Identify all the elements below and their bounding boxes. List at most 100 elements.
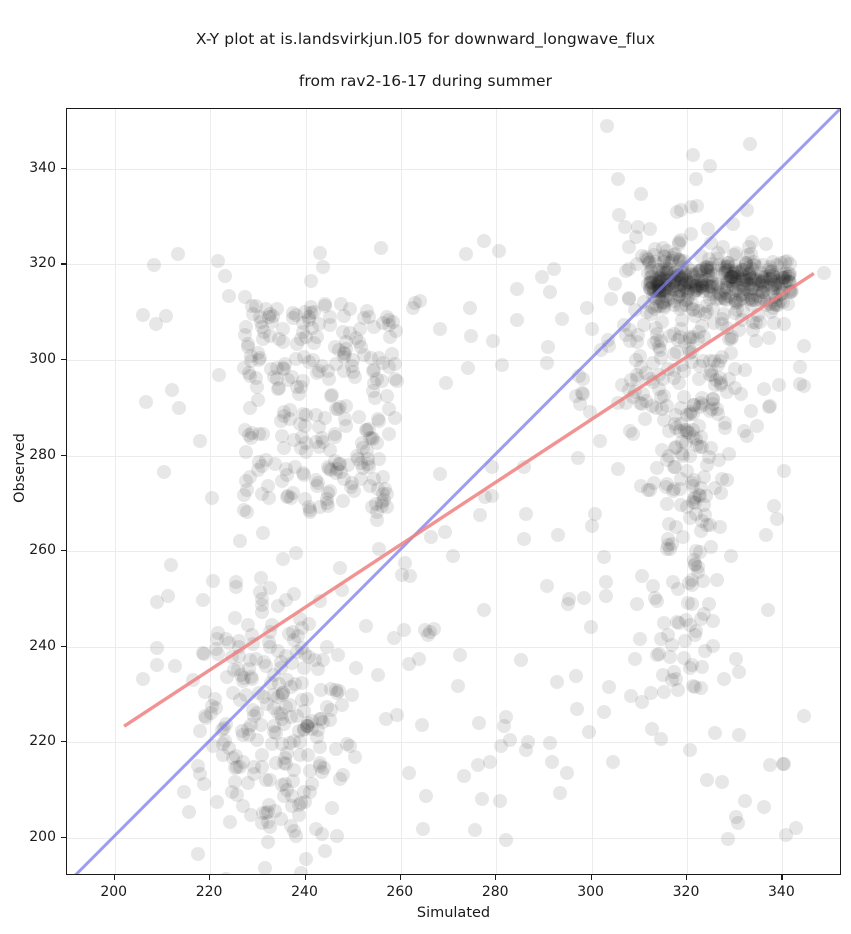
scatter-point xyxy=(274,707,289,722)
scatter-point xyxy=(351,409,366,424)
scatter-point xyxy=(310,730,324,745)
scatter-point xyxy=(327,426,342,441)
scatter-point xyxy=(640,252,655,267)
scatter-point xyxy=(261,814,276,829)
scatter-point xyxy=(559,766,574,780)
scatter-point xyxy=(319,491,334,506)
scatter-point xyxy=(669,421,684,436)
scatter-point xyxy=(674,276,689,291)
scatter-point xyxy=(762,271,777,286)
scatter-point xyxy=(652,382,667,396)
scatter-point xyxy=(709,251,724,266)
scatter-point xyxy=(258,772,273,787)
scatter-point xyxy=(337,472,352,487)
scatter-point xyxy=(728,246,743,261)
scatter-point xyxy=(227,775,242,789)
scatter-point xyxy=(732,727,747,742)
scatter-point xyxy=(688,280,703,295)
scatter-point xyxy=(219,631,234,646)
scatter-point xyxy=(667,459,682,474)
scatter-point xyxy=(503,732,518,747)
scatter-point xyxy=(570,701,585,716)
scatter-point xyxy=(781,267,796,282)
scatter-point xyxy=(327,454,342,468)
scatter-point xyxy=(298,418,313,433)
scatter-point xyxy=(366,376,381,391)
scatter-point xyxy=(693,440,707,455)
scatter-point xyxy=(718,263,733,278)
scatter-point xyxy=(370,481,385,496)
scatter-point xyxy=(476,602,491,617)
scatter-point xyxy=(270,361,285,376)
scatter-point xyxy=(673,424,687,439)
scatter-point xyxy=(324,389,339,404)
scatter-point xyxy=(741,277,756,292)
scatter-point xyxy=(290,336,305,351)
scatter-point xyxy=(263,306,277,321)
scatter-point xyxy=(315,431,330,445)
scatter-point xyxy=(718,291,733,306)
scatter-point xyxy=(551,528,566,543)
scatter-point xyxy=(657,253,672,268)
scatter-point xyxy=(698,644,713,659)
scatter-point xyxy=(294,866,309,874)
scatter-point xyxy=(264,676,278,691)
scatter-point xyxy=(700,304,715,319)
scatter-point xyxy=(622,424,637,439)
scatter-point xyxy=(236,487,251,502)
scatter-point xyxy=(433,321,448,336)
scatter-point xyxy=(642,222,657,237)
scatter-point xyxy=(340,458,355,473)
scatter-point xyxy=(330,828,345,843)
scatter-point xyxy=(694,262,708,277)
scatter-point xyxy=(252,350,267,365)
plot-area xyxy=(66,108,841,875)
scatter-point xyxy=(287,676,302,691)
scatter-point xyxy=(253,310,267,324)
scatter-point xyxy=(698,507,712,522)
scatter-point xyxy=(634,568,649,583)
scatter-point xyxy=(317,843,332,858)
x-tick-mark xyxy=(399,875,402,880)
scatter-point xyxy=(689,432,704,447)
scatter-point xyxy=(423,530,438,545)
scatter-point xyxy=(239,687,254,702)
scatter-point xyxy=(312,712,327,727)
y-tick-label: 300 xyxy=(29,350,56,367)
scatter-point xyxy=(700,259,714,274)
scatter-point xyxy=(684,597,699,612)
scatter-point xyxy=(674,313,689,328)
scatter-point xyxy=(671,268,686,283)
scatter-point xyxy=(417,622,432,637)
scatter-point xyxy=(317,760,331,775)
scatter-point xyxy=(243,653,258,668)
scatter-point xyxy=(388,371,403,386)
scatter-point xyxy=(628,353,643,367)
scatter-point xyxy=(663,291,678,306)
scatter-point xyxy=(361,422,376,437)
scatter-point xyxy=(736,262,751,277)
scatter-point xyxy=(713,290,728,305)
scatter-point xyxy=(643,264,658,279)
scatter-point xyxy=(680,500,695,515)
scatter-point xyxy=(243,354,258,368)
scatter-point xyxy=(646,475,661,490)
scatter-point xyxy=(269,371,284,386)
scatter-point xyxy=(296,316,311,331)
scatter-point xyxy=(685,679,700,694)
scatter-point xyxy=(721,255,736,270)
scatter-point xyxy=(642,282,657,297)
scatter-point xyxy=(742,291,756,306)
scatter-point xyxy=(782,266,797,281)
scatter-point xyxy=(285,624,300,639)
scatter-point xyxy=(324,702,338,717)
scatter-point xyxy=(693,396,708,411)
scatter-point xyxy=(339,335,354,349)
scatter-point xyxy=(762,268,777,283)
scatter-point xyxy=(701,251,716,266)
scatter-point xyxy=(736,423,751,438)
scatter-point xyxy=(764,278,779,293)
scatter-point xyxy=(741,268,756,283)
scatter-point xyxy=(328,741,343,756)
scatter-point xyxy=(592,434,607,449)
